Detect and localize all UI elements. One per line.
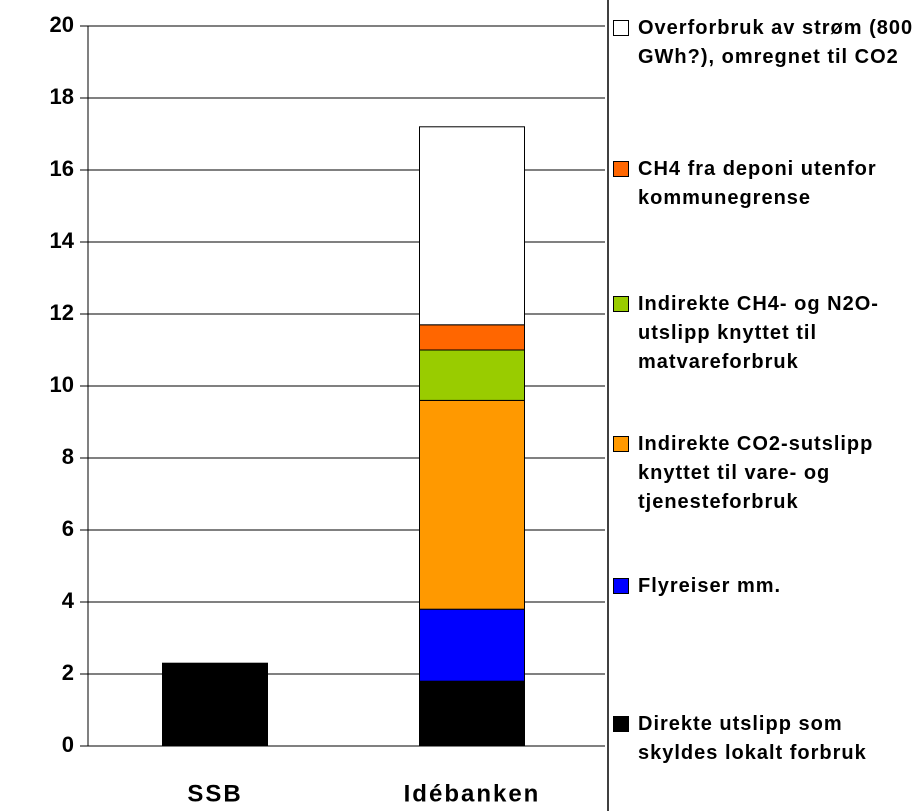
legend-label: Flyreiser mm. xyxy=(638,575,782,597)
y-tick-label: 12 xyxy=(50,300,74,325)
legend-label: Overforbruk av strøm (800 GWh?), omregne… xyxy=(638,17,914,68)
bar-segment xyxy=(419,349,525,401)
legend-swatch xyxy=(613,716,629,732)
y-tick-label: 4 xyxy=(62,588,75,613)
y-tick-label: 0 xyxy=(62,732,74,757)
legend-label: Indirekte CH4- og N2O-utslipp knyttet ti… xyxy=(638,293,879,373)
bar-segment xyxy=(419,680,525,747)
y-tick-label: 2 xyxy=(62,660,74,685)
y-tick-label: 16 xyxy=(50,156,74,181)
legend-label: Direkte utslipp som skyldes lokalt forbr… xyxy=(638,713,867,764)
bar-segment xyxy=(162,662,268,747)
y-tick-label: 18 xyxy=(50,84,74,109)
legend-swatch xyxy=(613,20,629,36)
y-tick-label: 10 xyxy=(50,372,74,397)
y-tick-label: 8 xyxy=(62,444,74,469)
legend-swatch xyxy=(613,436,629,452)
x-tick-label: SSB xyxy=(187,780,242,807)
legend-label: CH4 fra deponi utenfor kommunegrense xyxy=(638,158,877,209)
bar-segment xyxy=(419,126,525,326)
bar-segment xyxy=(419,324,525,351)
legend-swatch xyxy=(613,161,629,177)
bar-segment xyxy=(419,608,525,682)
legend-swatch xyxy=(613,578,629,594)
legend-swatch xyxy=(613,296,629,312)
y-tick-label: 6 xyxy=(62,516,74,541)
y-tick-label: 20 xyxy=(50,12,74,37)
x-tick-label: Idébanken xyxy=(404,780,541,807)
legend-label: Indirekte CO2-sutslipp knyttet til vare-… xyxy=(638,433,874,513)
bar-segment xyxy=(419,399,525,610)
y-tick-label: 14 xyxy=(50,228,75,253)
